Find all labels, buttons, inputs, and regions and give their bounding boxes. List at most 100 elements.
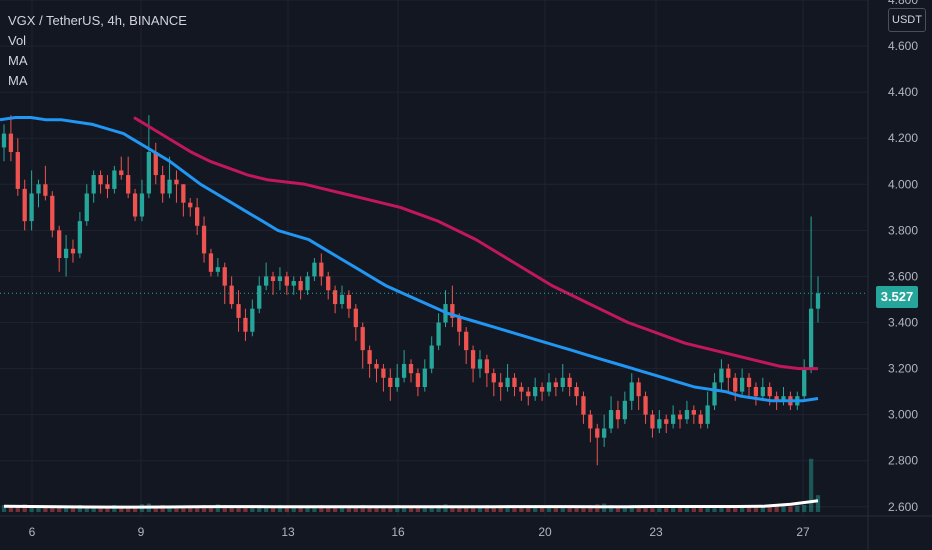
candle-body [63,248,69,258]
x-tick-label: 6 [29,525,36,539]
candle-body [774,396,779,401]
volume-bar [367,506,372,512]
candle-body [229,285,234,305]
volume-bar [153,505,158,512]
volume-bar [429,506,434,512]
candle-body [167,179,172,194]
y-tick-label: 4.200 [888,131,918,145]
candle-body [29,193,34,222]
candle-body [84,193,89,222]
volume-bar [726,505,731,512]
candle-body [608,410,614,429]
candle-body [132,193,138,217]
volume-bar [519,506,524,512]
volume-bar [63,506,69,512]
candle-body [602,428,607,438]
candle-body [215,267,220,272]
volume-bar [760,506,765,512]
volume-bar [201,505,207,512]
volume-bar [415,506,421,512]
volume-bar [477,505,483,512]
volume-bar [795,505,800,512]
candle-body [760,387,765,397]
volume-bar [712,506,717,512]
candle-body [719,368,724,383]
candle-body [739,377,745,392]
volume-bar [505,506,510,512]
volume-bar [622,506,627,512]
volume-bar [457,506,462,512]
candle-body [367,350,372,364]
volume-ma-line [3,499,819,509]
candle-body [705,405,710,424]
chart-legend: VGX / TetherUS, 4h, BINANCE Vol MA MA [8,11,187,91]
volume-bar [643,506,648,512]
volume-bar [222,505,227,512]
candle-body [491,373,496,383]
volume-bar [753,505,759,512]
candle-body [526,391,531,397]
ma-indicator-label-2[interactable]: MA [8,73,28,88]
candle-body [374,363,379,369]
volume-bar [105,506,110,512]
candle-body [146,152,152,194]
volume-bar [526,507,531,512]
volume-bar [560,505,565,512]
candle-body [802,368,807,397]
volume-bar [98,507,103,512]
volume-bar [574,506,579,512]
candle-body [319,262,324,277]
volume-bar [36,507,41,512]
currency-unit-button[interactable]: USDT [888,8,926,32]
volume-bar [657,506,662,512]
volume-bar [450,505,455,512]
volume-bar [629,505,634,512]
candle-body [684,410,690,420]
candle-body [139,193,145,217]
candle-body [36,184,41,194]
candle-body [332,290,338,305]
ma-indicator-label-1[interactable]: MA [8,53,28,68]
volume-bar [270,506,276,512]
volume-bar [332,505,338,512]
candle-body [450,304,455,318]
x-tick-label: 27 [796,525,810,539]
volume-bar [8,505,14,512]
volume-bar [43,506,48,512]
candle-body [615,410,621,420]
candle-body [257,285,262,309]
x-tick-label: 16 [391,525,405,539]
candle-body [436,322,441,346]
volume-bar [263,505,269,512]
volume-bar [539,505,545,512]
candle-body [553,382,559,387]
x-tick-label: 13 [281,525,295,539]
volume-bar [588,505,593,512]
volume-indicator-label[interactable]: Vol [8,33,27,48]
volume-bar [195,505,200,512]
y-tick-label: 3.400 [888,316,918,330]
volume-bar [298,507,303,512]
candle-body [119,170,124,176]
volume-bar [208,505,214,512]
volume-bar [533,506,538,512]
symbol-title[interactable]: VGX / TetherUS, 4h, BINANCE [8,13,187,28]
volume-bar [181,506,186,512]
y-tick-label: 3.800 [888,223,918,237]
candle-body [498,382,503,387]
volume-bar [401,506,407,512]
volume-bar [670,506,676,512]
y-tick-label: 2.800 [888,454,918,468]
volume-bar [1,505,7,512]
candle-body [546,382,552,392]
candle-body [767,387,772,397]
y-tick-label: 3.000 [888,408,918,422]
candle-body [457,317,462,332]
volume-bar [774,505,779,512]
candle-body [484,359,490,374]
candle-body [408,363,414,374]
candle-body [70,248,76,254]
volume-bar [174,505,179,512]
